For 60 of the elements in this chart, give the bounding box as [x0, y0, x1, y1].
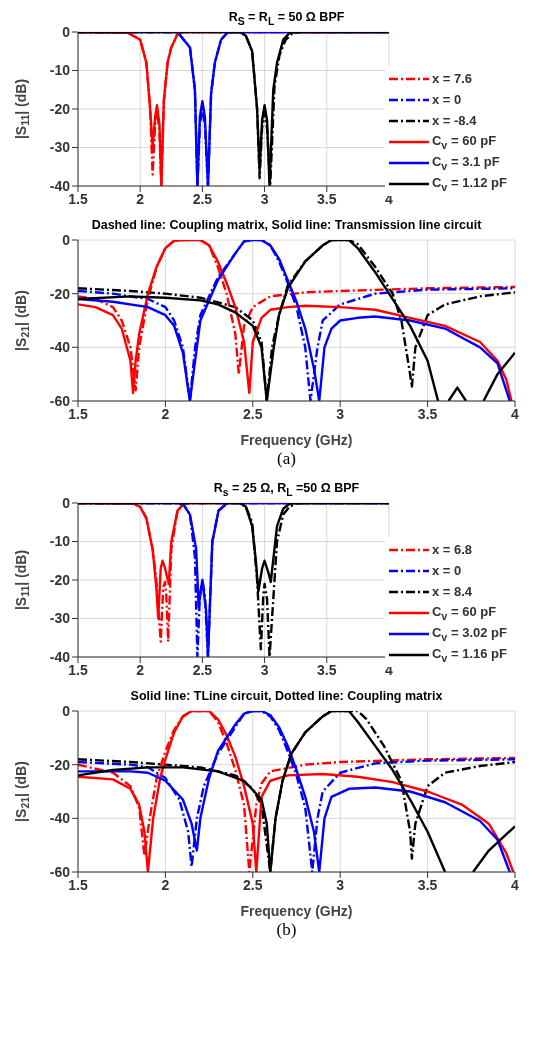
y-tick-label: 0 — [62, 23, 71, 40]
legend-label: x = 7.6 — [431, 71, 473, 86]
x-tick-label: 3.5 — [317, 661, 337, 678]
legend-label: C$_{v}$ = 1.16 pF — [431, 645, 507, 664]
legend-label: C$_{v}$ = 3.02 pF — [431, 624, 507, 643]
y-tick-label: -40 — [49, 810, 71, 827]
x-tick-label: 2.5 — [192, 661, 213, 678]
chart-title: R$_{s}$ = 25 Ω, R$_{L}$ =50 Ω BPF — [213, 481, 360, 498]
legend-label: x = 6.8 — [431, 542, 473, 557]
x-tick-label: 3.5 — [417, 405, 438, 422]
y-tick-label: -20 — [49, 571, 71, 588]
x-tick-label: 4 — [511, 876, 520, 893]
legend-label: C$_{v}$ = 1.12 pF — [431, 174, 507, 193]
text: (b) — [275, 920, 298, 941]
y-tick-label: 0 — [62, 702, 71, 719]
x-tick-label: 3 — [260, 190, 269, 207]
x-tick-label: 2.5 — [243, 876, 263, 893]
x-tick-label: 2 — [136, 661, 145, 678]
x-tick-label: 1.5 — [68, 876, 88, 893]
legend-label: x = 8.4 — [431, 584, 473, 599]
legend-label: x = 0 — [431, 563, 462, 578]
x-tick-label: 2.5 — [243, 405, 263, 422]
x-tick-label: 1.5 — [68, 661, 88, 678]
x-tick-label: 3.5 — [317, 190, 337, 207]
legend-label: x = 0 — [431, 92, 462, 107]
x-tick-label: 4 — [511, 405, 520, 422]
y-tick-label: -20 — [49, 100, 71, 117]
x-tick-label: 2.5 — [192, 190, 213, 207]
legend-label: C$_{v}$ = 3.1 pF — [431, 153, 500, 172]
x-tick-label: 3.5 — [417, 876, 438, 893]
y-tick-label: -40 — [49, 339, 71, 356]
y-tick-label: 0 — [62, 231, 71, 248]
y-tick-label: -60 — [49, 392, 71, 409]
y-tick-label: -20 — [49, 756, 71, 773]
chart-title: Solid line: TLine circuit, Dotted line: Coupling matrix — [130, 689, 443, 703]
y-tick-label: -10 — [49, 62, 71, 79]
x-tick-label: 3 — [336, 405, 345, 422]
legend-label: x = -8.4 — [431, 113, 477, 128]
x-tick-label: 3 — [336, 876, 345, 893]
x-axis-title: Frequency (GHz) — [240, 903, 353, 919]
y-tick-label: -10 — [49, 533, 71, 550]
y-tick-label: -30 — [49, 610, 71, 627]
x-tick-label: 2 — [136, 190, 145, 207]
text: (a) — [276, 449, 297, 470]
x-tick-label: 1.5 — [68, 190, 88, 207]
y-tick-label: -30 — [49, 139, 71, 156]
y-tick-label: 0 — [62, 494, 71, 511]
legend-label: C$_{v}$ = 60 pF — [431, 603, 497, 622]
y-tick-label: -20 — [49, 285, 71, 302]
x-tick-label: 2 — [161, 405, 170, 422]
x-tick-label: 1.5 — [68, 405, 88, 422]
x-tick-label: 3 — [260, 661, 269, 678]
chart-title: R$_{S}$ = R$_{L}$ = 50 Ω BPF — [228, 10, 345, 27]
x-axis-title: Frequency (GHz) — [240, 432, 353, 448]
y-tick-label: -40 — [49, 648, 71, 665]
y-tick-label: -60 — [49, 863, 71, 880]
x-tick-label: 2 — [161, 876, 170, 893]
chart-title: Dashed line: Coupling matrix, Solid line: Transmission line circuit — [91, 218, 482, 232]
legend-label: C$_{v}$ = 60 pF — [431, 132, 497, 151]
y-tick-label: -40 — [49, 177, 71, 194]
